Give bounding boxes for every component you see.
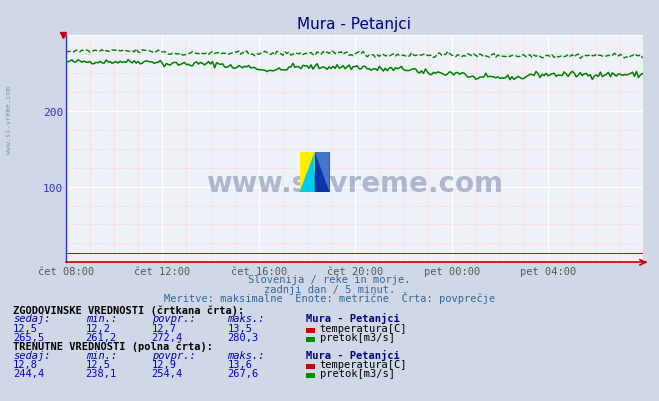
Text: 12,7: 12,7 [152, 323, 177, 333]
Text: pretok[m3/s]: pretok[m3/s] [320, 368, 395, 378]
Text: sedaj:: sedaj: [13, 314, 51, 324]
Text: 254,4: 254,4 [152, 368, 183, 378]
Polygon shape [300, 152, 315, 192]
Text: 272,4: 272,4 [152, 332, 183, 342]
Text: www.si-vreme.com: www.si-vreme.com [206, 169, 503, 197]
Text: www.si-vreme.com: www.si-vreme.com [5, 85, 12, 153]
Text: temperatura[C]: temperatura[C] [320, 323, 407, 333]
Text: povpr.:: povpr.: [152, 350, 195, 360]
Polygon shape [300, 152, 315, 172]
Polygon shape [300, 152, 315, 192]
Text: Mura - Petanjci: Mura - Petanjci [306, 313, 400, 324]
Text: TRENUTNE VREDNOSTI (polna črta):: TRENUTNE VREDNOSTI (polna črta): [13, 340, 213, 351]
Text: 265,5: 265,5 [13, 332, 44, 342]
Text: temperatura[C]: temperatura[C] [320, 359, 407, 369]
Polygon shape [300, 172, 315, 192]
Text: ZGODOVINSKE VREDNOSTI (črtkana črta):: ZGODOVINSKE VREDNOSTI (črtkana črta): [13, 304, 244, 315]
Polygon shape [315, 152, 330, 192]
Polygon shape [300, 152, 330, 192]
Text: 12,2: 12,2 [86, 323, 111, 333]
Text: Slovenija / reke in morje.: Slovenija / reke in morje. [248, 275, 411, 285]
Text: 238,1: 238,1 [86, 368, 117, 378]
Text: min.:: min.: [86, 314, 117, 324]
Polygon shape [315, 152, 330, 192]
Text: maks.:: maks.: [227, 314, 265, 324]
Text: 261,2: 261,2 [86, 332, 117, 342]
Text: 13,6: 13,6 [227, 359, 252, 369]
Text: sedaj:: sedaj: [13, 350, 51, 360]
Text: 13,5: 13,5 [227, 323, 252, 333]
Text: Mura - Petanjci: Mura - Petanjci [306, 349, 400, 360]
Polygon shape [300, 152, 315, 192]
Text: maks.:: maks.: [227, 350, 265, 360]
Text: 12,5: 12,5 [86, 359, 111, 369]
Text: povpr.:: povpr.: [152, 314, 195, 324]
Text: 280,3: 280,3 [227, 332, 258, 342]
Text: 12,8: 12,8 [13, 359, 38, 369]
Polygon shape [300, 152, 315, 172]
Text: zadnji dan / 5 minut.: zadnji dan / 5 minut. [264, 284, 395, 294]
Polygon shape [300, 152, 330, 192]
Text: 244,4: 244,4 [13, 368, 44, 378]
Text: min.:: min.: [86, 350, 117, 360]
Text: 12,9: 12,9 [152, 359, 177, 369]
Text: 12,5: 12,5 [13, 323, 38, 333]
Text: 267,6: 267,6 [227, 368, 258, 378]
Title: Mura - Petanjci: Mura - Petanjci [297, 17, 411, 32]
Text: pretok[m3/s]: pretok[m3/s] [320, 332, 395, 342]
Text: Meritve: maksimalne  Enote: metrične  Črta: povprečje: Meritve: maksimalne Enote: metrične Črta… [164, 291, 495, 303]
